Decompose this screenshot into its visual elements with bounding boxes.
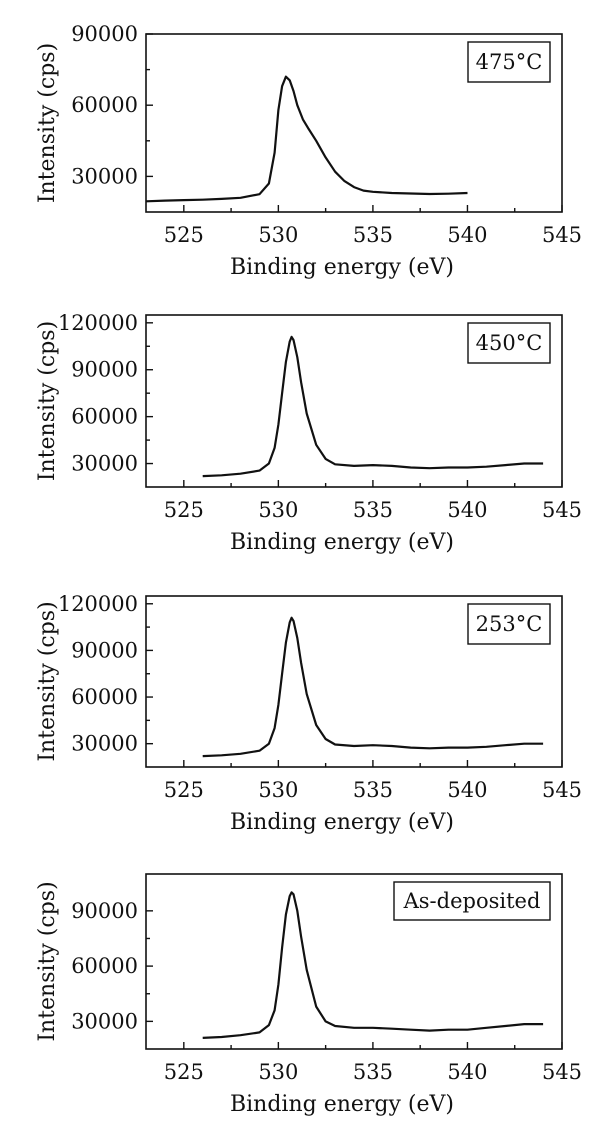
y-axis-label: Intensity (cps) [35, 881, 60, 1041]
x-tick-label: 545 [542, 223, 582, 247]
x-tick-label: 525 [164, 498, 204, 522]
x-axis-label: Binding energy (eV) [230, 810, 454, 835]
x-tick-label: 540 [447, 223, 487, 247]
y-tick-label: 30000 [71, 452, 138, 476]
y-axis-label: Intensity (cps) [35, 601, 60, 761]
chart-panel-3: 525 530 535 540 545 30000 60000 90000 120000 Bind… [35, 592, 582, 835]
y-tick-label: 30000 [71, 164, 138, 188]
x-tick-label: 525 [164, 778, 204, 802]
x-tick-label: 535 [353, 778, 393, 802]
spectrum-line [202, 335, 544, 478]
x-tick-label: 535 [353, 1060, 393, 1084]
x-tick-label: 525 [164, 1060, 204, 1084]
plot-frame [145, 33, 563, 213]
y-tick-label: 30000 [71, 732, 138, 756]
x-tick-label: 545 [542, 498, 582, 522]
y-tick-label: 90000 [71, 899, 138, 923]
annotation-label: As-deposited [403, 889, 541, 913]
plot-frame [145, 314, 563, 488]
chart-panel-1: 525 530 535 540 545 30000 60000 90000 Binding en… [35, 22, 582, 280]
plot-frame [145, 873, 563, 1050]
x-axis-label: Binding energy (eV) [230, 1092, 454, 1117]
annotation-box [467, 603, 551, 645]
chart-panel-2: 525 530 535 540 545 30000 60000 90000 120000 Bind… [35, 311, 582, 555]
x-tick-label: 540 [447, 498, 487, 522]
annotation-label: 253°C [476, 612, 543, 636]
x-tick-label: 545 [542, 1060, 582, 1084]
x-axis-label: Binding energy (eV) [230, 530, 454, 555]
annotation-label: 450°C [476, 331, 543, 355]
y-tick-label: 60000 [71, 93, 138, 117]
y-tick-label: 120000 [58, 311, 138, 335]
x-tick-label: 530 [258, 498, 298, 522]
x-tick-label: 525 [164, 223, 204, 247]
x-tick-label: 530 [258, 223, 298, 247]
x-tick-label: 530 [258, 778, 298, 802]
x-tick-label: 530 [258, 1060, 298, 1084]
x-tick-label: 545 [542, 778, 582, 802]
annotation-box [467, 322, 551, 364]
y-axis-label: Intensity (cps) [35, 43, 60, 203]
y-tick-label: 60000 [71, 405, 138, 429]
x-tick-label: 540 [447, 1060, 487, 1084]
x-tick-label: 535 [353, 223, 393, 247]
chart-panel-4: 525 530 535 540 545 30000 60000 90000 Binding en… [35, 873, 582, 1117]
y-tick-label: 90000 [71, 22, 138, 46]
y-tick-label: 120000 [58, 592, 138, 616]
y-tick-label: 90000 [71, 638, 138, 662]
x-axis-label: Binding energy (eV) [230, 255, 454, 280]
x-tick-label: 535 [353, 498, 393, 522]
annotation-box [393, 881, 551, 921]
y-tick-label: 60000 [71, 685, 138, 709]
y-tick-label: 30000 [71, 1009, 138, 1033]
y-axis-label: Intensity (cps) [35, 321, 60, 481]
spectrum-line [202, 616, 544, 758]
spectrum-line [145, 75, 468, 203]
annotation-box [467, 41, 551, 83]
y-tick-label: 90000 [71, 358, 138, 382]
plot-frame [145, 595, 563, 768]
x-tick-label: 540 [447, 778, 487, 802]
spectrum-line [202, 891, 544, 1039]
y-tick-label: 60000 [71, 954, 138, 978]
annotation-label: 475°C [476, 50, 543, 74]
